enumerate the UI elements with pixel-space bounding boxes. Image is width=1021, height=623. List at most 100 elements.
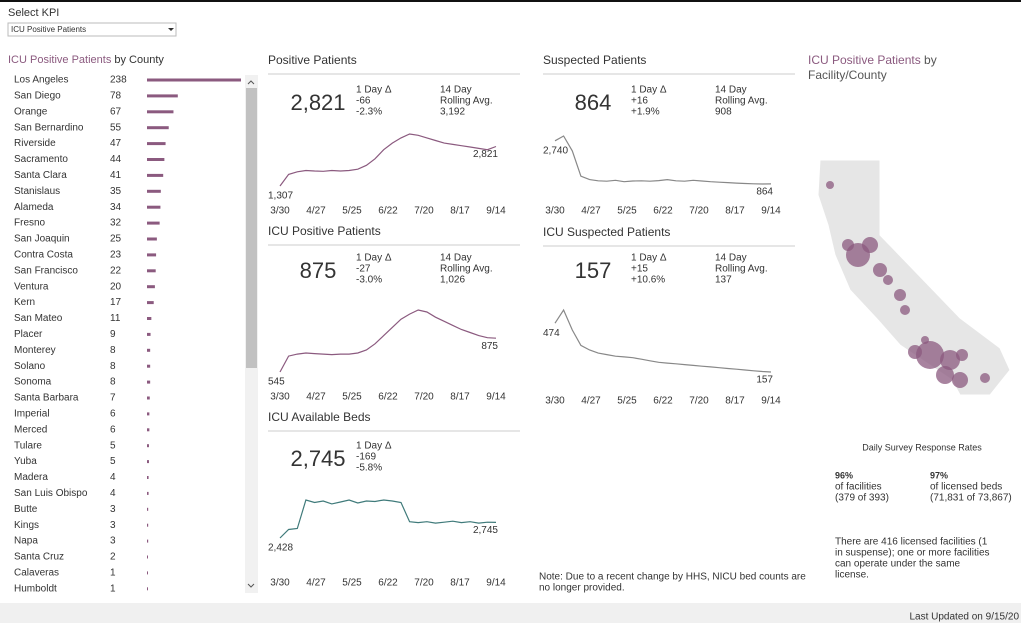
- sparkline: [279, 133, 497, 187]
- county-bar: [147, 237, 157, 241]
- rate-label: of facilities: [835, 482, 882, 493]
- map-bubbles: [826, 181, 990, 388]
- card-delta: -2.3%: [356, 107, 382, 118]
- info-line: There are 416 licensed facilities (1: [835, 537, 988, 548]
- x-label: 4/27: [306, 392, 326, 403]
- end-label: 157: [756, 375, 773, 386]
- footer: Last Updated on 9/15/20: [909, 612, 1019, 623]
- x-label: 7/20: [414, 578, 434, 589]
- county-name: Santa Clara: [14, 170, 67, 181]
- x-label: 3/30: [270, 206, 290, 217]
- county-bar: [147, 332, 151, 336]
- county-value: 34: [110, 202, 122, 213]
- county-bar: [147, 507, 149, 511]
- end-label: 2,821: [473, 149, 498, 160]
- county-bar: [147, 523, 149, 527]
- kpi-select[interactable]: [7, 22, 177, 37]
- card-delta: -3.0%: [356, 275, 382, 286]
- info-line: can operate under the same: [835, 559, 961, 570]
- map-title-rest: by: [921, 53, 937, 67]
- county-name: San Joaquin: [14, 234, 70, 245]
- county-bar: [147, 253, 157, 257]
- note-line: Note: Due to a recent change by HHS, NIC…: [539, 572, 806, 583]
- county-value: 47: [110, 138, 122, 149]
- start-label: 1,307: [268, 191, 293, 202]
- county-name: Kern: [14, 297, 35, 308]
- x-label: 5/25: [617, 206, 637, 217]
- x-label: 6/22: [653, 206, 673, 217]
- county-name: Riverside: [14, 138, 56, 149]
- card-avg: 14 Day: [715, 253, 747, 264]
- county-value: 55: [110, 122, 122, 133]
- county-name: Tulare: [14, 440, 42, 451]
- county-bar: [147, 460, 149, 464]
- county-value: 2: [110, 552, 116, 563]
- scroll-down[interactable]: [247, 583, 255, 588]
- x-label: 8/17: [725, 396, 745, 407]
- card-avg: Rolling Avg.: [715, 96, 768, 107]
- card-avg: 14 Day: [715, 85, 747, 96]
- card-delta: +1.9%: [631, 107, 660, 118]
- x-label: 3/30: [270, 578, 290, 589]
- county-name: San Francisco: [14, 265, 78, 276]
- x-label: 4/27: [306, 206, 326, 217]
- x-label: 9/14: [761, 396, 781, 407]
- county-bar: [147, 348, 151, 352]
- card-delta: 1 Day Δ: [631, 85, 667, 96]
- county-value: 22: [110, 265, 122, 276]
- x-label: 4/27: [306, 578, 326, 589]
- county-value: 3: [110, 504, 116, 515]
- scroll-thumb[interactable]: [246, 88, 257, 368]
- card-value: 2,745: [290, 446, 345, 471]
- x-label: 4/27: [581, 396, 601, 407]
- x-label: 9/14: [486, 392, 506, 403]
- county-bar: [147, 285, 155, 289]
- card-avg: 3,192: [440, 107, 465, 118]
- county-bar: [147, 221, 160, 225]
- county-bar: [147, 301, 154, 305]
- county-bar: [147, 317, 152, 320]
- card-delta: +16: [631, 96, 648, 107]
- info-line: license.: [835, 570, 869, 581]
- county-bar: [147, 110, 174, 114]
- county-bar: [147, 364, 151, 368]
- county-value: 5: [110, 440, 116, 451]
- select-arrow: [168, 28, 174, 31]
- county-value: 8: [110, 377, 116, 388]
- note-line: no longer provided.: [539, 583, 625, 594]
- card-title: Positive Patients: [268, 53, 357, 67]
- start-label: 474: [543, 328, 560, 339]
- x-label: 3/30: [545, 206, 565, 217]
- county-value: 25: [110, 234, 122, 245]
- scroll-up[interactable]: [247, 80, 255, 85]
- county-name: Santa Cruz: [14, 552, 64, 563]
- county-bar: [147, 380, 151, 384]
- county-name: Sacramento: [14, 154, 68, 165]
- card-title: Suspected Patients: [543, 53, 646, 67]
- rate-detail: (379 of 393): [835, 493, 889, 504]
- county-bar: [147, 142, 166, 146]
- card-value: 2,821: [290, 90, 345, 115]
- select-value: ICU Positive Patients: [11, 25, 86, 34]
- x-label: 5/25: [342, 392, 362, 403]
- end-label: 2,745: [473, 525, 498, 536]
- county-name: San Mateo: [14, 313, 63, 324]
- county-value: 8: [110, 361, 116, 372]
- card-title: ICU Suspected Patients: [543, 225, 670, 239]
- x-label: 7/20: [689, 396, 709, 407]
- sparkline: [279, 309, 497, 373]
- card-delta: 1 Day Δ: [631, 253, 667, 264]
- county-name: Imperial: [14, 409, 50, 420]
- county-bar: [147, 539, 149, 543]
- county-value: 17: [110, 297, 122, 308]
- top-border: [0, 0, 1021, 2]
- card-delta: +10.6%: [631, 275, 665, 286]
- x-label: 3/30: [545, 396, 565, 407]
- card-avg: 14 Day: [440, 253, 472, 264]
- county-bar: [147, 78, 241, 82]
- card-avg: 1,026: [440, 275, 465, 286]
- county-name: Sonoma: [14, 377, 52, 388]
- county-bar: [147, 94, 178, 98]
- info-line: in suspense); one or more facilities: [835, 548, 990, 559]
